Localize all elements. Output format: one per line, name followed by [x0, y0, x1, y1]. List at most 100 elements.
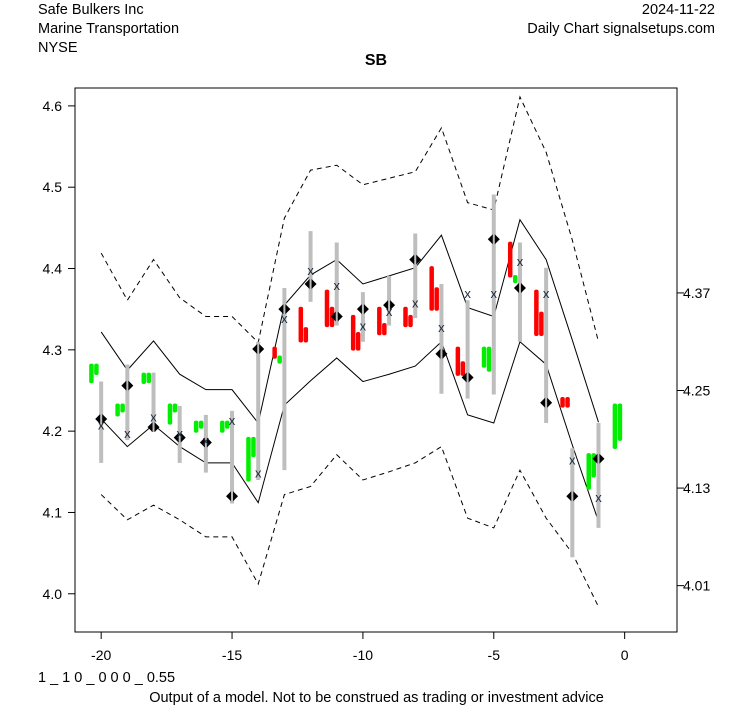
candle-bar-up: [246, 436, 251, 482]
candle-bar-up: [251, 436, 256, 458]
y2-tick-label: 4.25: [683, 382, 710, 398]
y2-tick-label: 4.01: [683, 578, 710, 594]
x-marker: x: [150, 410, 157, 425]
candle-bar-up: [141, 372, 147, 384]
diamond-marker-right: [390, 300, 396, 311]
exchange: NYSE: [38, 40, 78, 56]
candle-bar-up: [512, 275, 518, 284]
diamond-marker-left: [487, 234, 493, 245]
candle-bar-up: [115, 403, 120, 417]
diamond-marker-right: [128, 380, 134, 391]
diamond-marker-left: [226, 491, 232, 502]
plot-frame: [74, 87, 678, 633]
x-marker: x: [98, 418, 105, 433]
x-marker: x: [438, 320, 445, 335]
y-tick-label: 4.1: [43, 504, 63, 520]
candle-bar-down: [272, 346, 277, 359]
candle-bar-up: [94, 363, 99, 376]
diamond-marker-right: [311, 278, 317, 289]
diamond-marker-left: [147, 422, 153, 433]
y2-tick-label: 4.13: [683, 480, 710, 496]
candle-bar-down: [403, 306, 408, 328]
diamond-marker-left: [461, 372, 467, 383]
x-marker: x: [360, 318, 367, 333]
candle-bar-down: [565, 396, 570, 408]
x-marker: x: [543, 286, 550, 301]
candle-bar-down: [507, 241, 513, 278]
candle-bar-up: [486, 346, 492, 372]
candle-bar-up: [481, 346, 487, 368]
candle-bar-up: [617, 403, 623, 441]
candle-bar-down: [350, 314, 356, 351]
diamond-marker-left: [121, 380, 127, 391]
x-marker: x: [491, 286, 498, 301]
diamond-marker-left: [435, 348, 441, 359]
diamond-marker-left: [95, 413, 101, 424]
lower-band: [100, 340, 599, 522]
diamond-marker-right: [233, 491, 239, 502]
diamond-marker-right: [547, 397, 553, 408]
y-tick-label: 4.0: [43, 586, 63, 602]
diamond-marker-right: [337, 311, 343, 322]
candle-bar-up: [172, 403, 178, 413]
candle-bar-up: [277, 355, 282, 364]
candle-bar-down: [560, 396, 565, 408]
candle-bar-down: [303, 327, 309, 343]
diamond-marker-left: [592, 453, 598, 464]
x-marker: x: [517, 254, 524, 269]
diamond-marker-left: [304, 278, 310, 289]
candle-bar-down: [377, 306, 382, 336]
diamond-marker-right: [494, 234, 500, 245]
upper-outer-band: [100, 95, 599, 344]
candle-bar-up: [198, 420, 204, 429]
x-marker: x: [333, 278, 340, 293]
diamond-marker-right: [442, 348, 448, 359]
diamond-marker-right: [259, 344, 265, 355]
candle-bar-down: [298, 306, 304, 343]
candle-bar-up: [89, 363, 94, 384]
x-marker: x: [255, 466, 262, 481]
candle-bar-up: [225, 420, 230, 429]
x-marker: x: [281, 311, 288, 326]
diamond-marker-right: [285, 304, 291, 315]
x-marker: x: [203, 433, 210, 448]
candle-bar-down: [434, 287, 439, 311]
candle-bar-up: [586, 453, 591, 490]
model-code: 1 _ 1 0 _ 0 0 0 _ 0.55: [38, 670, 176, 686]
diamond-marker-right: [363, 304, 369, 315]
x-tick-label: 0: [621, 647, 629, 663]
company-name: Safe Bulkers Inc: [38, 2, 144, 18]
x-marker: x: [229, 413, 236, 428]
x-marker: x: [124, 426, 131, 441]
chart-source: Daily Chart signalsetups.com: [527, 21, 715, 37]
candle-bar-down: [408, 314, 413, 328]
y-tick-label: 4.6: [43, 98, 63, 114]
x-tick-label: -15: [222, 647, 242, 663]
diamond-marker-left: [278, 304, 284, 315]
diamond-marker-right: [416, 254, 422, 265]
diamond-marker-left: [409, 254, 415, 265]
candle-bar-down: [324, 289, 330, 328]
candle-bar-up: [193, 420, 199, 433]
diamond-marker-left: [540, 397, 546, 408]
x-marker: x: [464, 286, 471, 301]
diamond-marker-left: [356, 304, 362, 315]
diamond-marker-left: [566, 491, 572, 502]
x-tick-label: -5: [488, 647, 501, 663]
y2-tick-label: 4.37: [683, 285, 710, 301]
candle-bar-up: [146, 372, 152, 384]
diamond-marker-right: [599, 453, 605, 464]
diamond-marker-right: [573, 491, 579, 502]
y-tick-label: 4.5: [43, 179, 63, 195]
chart-date: 2024-11-22: [641, 2, 715, 18]
diamond-marker-left: [252, 344, 258, 355]
x-tick-label: -20: [91, 647, 111, 663]
candle-bar-down: [534, 289, 539, 337]
diamond-marker-left: [383, 300, 389, 311]
x-marker: x: [412, 296, 419, 311]
candle-bar-down: [455, 346, 461, 376]
y-tick-label: 4.3: [43, 342, 63, 358]
diamond-marker-right: [468, 372, 474, 383]
y-tick-label: 4.2: [43, 423, 63, 439]
candle-bar-up: [612, 403, 618, 450]
